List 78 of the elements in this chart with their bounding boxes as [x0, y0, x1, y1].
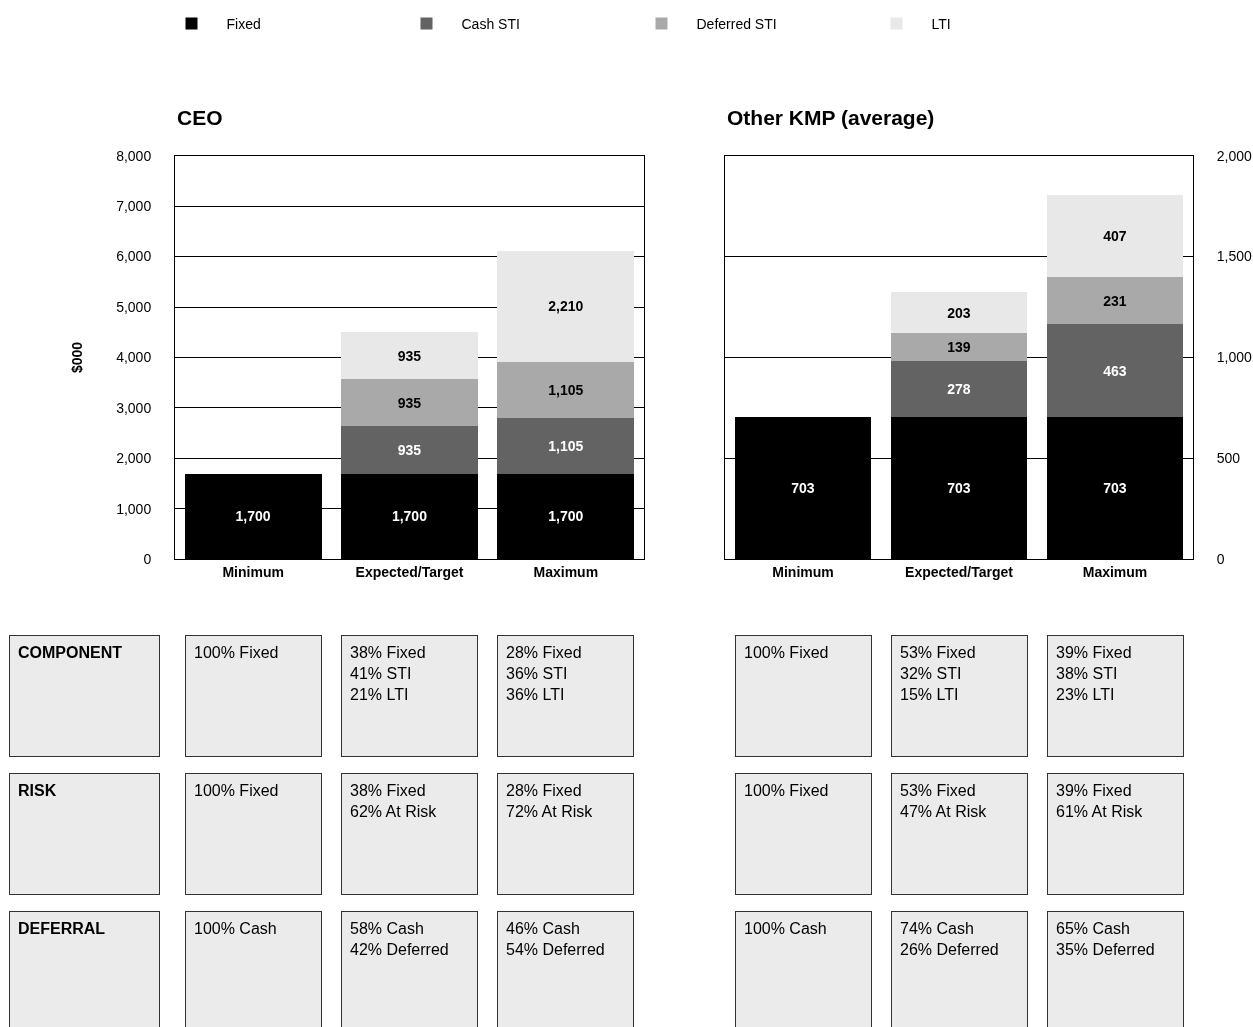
chart-title: CEO	[177, 106, 223, 129]
data-label: 935	[397, 441, 422, 458]
data-label: 1,105	[548, 381, 584, 398]
text: 39% Fixed 61% At Risk	[1056, 782, 1144, 820]
text: 65% Cash 35% Deferred	[1056, 920, 1155, 958]
legend-label: Deferred STI	[696, 16, 777, 33]
text: 46% Cash 54% Deferred	[506, 920, 605, 958]
legend-label: LTI	[931, 16, 951, 33]
bar	[1046, 277, 1184, 324]
y-tick-label: 4,000	[116, 349, 152, 366]
bar	[890, 361, 1028, 418]
legend-label: Fixed	[226, 16, 261, 33]
text: 53% Fixed 47% At Risk	[900, 782, 988, 820]
y-tick-label: 1,000	[116, 500, 152, 517]
y-tick-label: 8,000	[116, 147, 152, 164]
data-label: 231	[1103, 292, 1127, 309]
bar	[497, 417, 635, 474]
text: 100% Fixed	[744, 644, 829, 661]
x-tick-label: Expected/Target	[355, 564, 464, 581]
data-label: 278	[947, 381, 971, 398]
x-tick-label: Maximum	[1082, 564, 1148, 581]
text: 74% Cash 26% Deferred	[900, 920, 999, 958]
data-label: 703	[791, 480, 815, 497]
data-label: 703	[1103, 480, 1127, 497]
bar	[341, 426, 478, 474]
bar	[341, 331, 478, 380]
y-tick-label: 500	[1216, 450, 1241, 467]
bar	[341, 379, 478, 427]
text: 53% Fixed 32% STI 15% LTI	[900, 644, 976, 703]
text: DEFERRAL	[18, 920, 106, 937]
data-label: 407	[1103, 228, 1127, 245]
y-tick-label: 7,000	[116, 198, 152, 215]
text: 28% Fixed 36% STI 36% LTI	[506, 644, 582, 703]
data-label: 935	[397, 347, 422, 364]
y-axis-title: $000	[68, 341, 85, 374]
y-tick-label: 6,000	[116, 248, 152, 265]
text: 100% Fixed	[744, 782, 829, 799]
text: 38% Fixed 62% At Risk	[350, 782, 438, 820]
bar	[890, 292, 1028, 334]
data-label: 203	[947, 304, 971, 321]
text: COMPONENT	[18, 644, 123, 661]
y-tick-label: 3,000	[116, 399, 152, 416]
y-tick-label: 0	[143, 551, 152, 568]
data-label: 935	[397, 394, 422, 411]
text: 100% Fixed	[194, 644, 279, 661]
text: 100% Cash	[194, 920, 277, 937]
x-tick-label: Maximum	[533, 564, 599, 581]
y-tick-label: 0	[1216, 551, 1225, 568]
bar	[497, 362, 635, 418]
y-tick-label: 2,000	[116, 450, 152, 467]
data-label: 1,700	[235, 508, 271, 525]
text: 100% Fixed	[194, 782, 279, 799]
bar	[497, 250, 635, 363]
data-label: 2,210	[548, 298, 584, 315]
chart-title: Other KMP (average)	[727, 106, 935, 129]
data-label: 1,700	[548, 508, 584, 525]
text: 58% Cash 42% Deferred	[350, 920, 449, 958]
y-tick-label: 2,000	[1216, 147, 1253, 164]
y-tick-label: 1,000	[1216, 349, 1253, 366]
data-label: 703	[947, 480, 971, 497]
x-tick-label: Expected/Target	[905, 564, 1014, 581]
data-label: 139	[947, 339, 971, 356]
data-label: 463	[1103, 362, 1127, 379]
bar	[1046, 195, 1184, 278]
bar	[1046, 323, 1184, 418]
data-label: 1,105	[548, 437, 584, 454]
text: 28% Fixed 72% At Risk	[506, 782, 594, 820]
x-tick-label: Minimum	[222, 564, 284, 581]
legend-label: Cash STI	[461, 16, 520, 33]
data-label: 1,700	[391, 508, 428, 525]
x-tick-label: Minimum	[772, 564, 834, 581]
text: RISK	[18, 782, 57, 799]
bar	[890, 333, 1028, 362]
text: 39% Fixed 38% STI 23% LTI	[1056, 644, 1132, 703]
text: 38% Fixed 41% STI 21% LTI	[350, 644, 426, 703]
y-tick-label: 1,500	[1216, 248, 1253, 265]
y-tick-label: 5,000	[116, 298, 152, 315]
text: 100% Cash	[744, 920, 827, 937]
